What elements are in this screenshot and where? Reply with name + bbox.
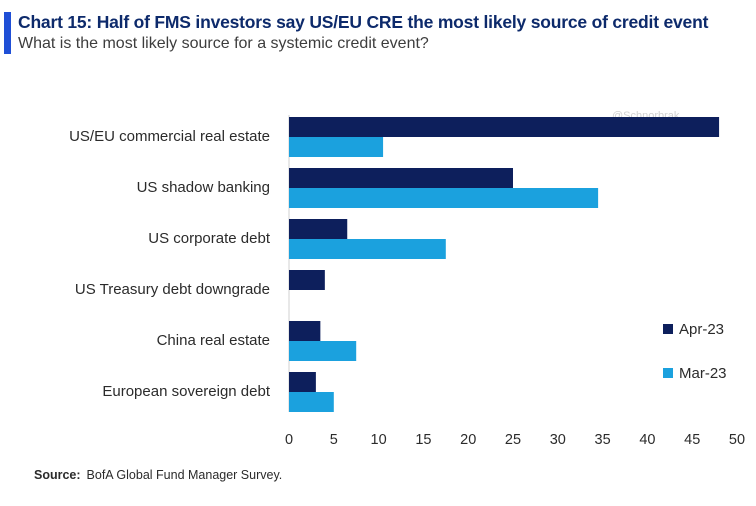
- bar-apr-23: [289, 321, 321, 341]
- chart-subtitle: What is the most likely source for a sys…: [18, 35, 429, 52]
- x-tick-label: 0: [285, 432, 293, 448]
- bar-apr-23: [289, 372, 316, 392]
- bar-mar-23: [289, 392, 334, 412]
- bar-mar-23: [289, 137, 384, 157]
- x-tick-label: 10: [371, 432, 387, 448]
- category-label: US corporate debt: [148, 230, 271, 247]
- bar-apr-23: [289, 270, 325, 290]
- x-tick-label: 35: [595, 432, 611, 448]
- legend-swatch: [663, 324, 673, 334]
- source-label: Source:: [34, 468, 81, 482]
- bar-apr-23: [289, 117, 720, 137]
- bar-mar-23: [289, 188, 599, 208]
- x-tick-label: 40: [639, 432, 655, 448]
- x-tick-label: 30: [550, 432, 566, 448]
- legend-label: Apr-23: [679, 321, 724, 338]
- category-label: US/EU commercial real estate: [69, 128, 270, 145]
- source-text: BofA Global Fund Manager Survey.: [86, 468, 283, 482]
- x-tick-label: 15: [415, 432, 431, 448]
- chart-title: Chart 15: Half of FMS investors say US/E…: [18, 12, 709, 32]
- title-accent-bar: [4, 12, 11, 54]
- category-label: China real estate: [157, 332, 270, 349]
- bar-apr-23: [289, 168, 513, 188]
- legend-label: Mar-23: [679, 365, 727, 382]
- x-tick-label: 5: [330, 432, 338, 448]
- bar-mar-23: [289, 239, 446, 259]
- legend-swatch: [663, 368, 673, 378]
- category-label: European sovereign debt: [102, 383, 270, 400]
- category-label: US shadow banking: [137, 179, 270, 196]
- x-tick-label: 25: [505, 432, 521, 448]
- x-tick-label: 20: [460, 432, 476, 448]
- bar-apr-23: [289, 219, 348, 239]
- x-tick-label: 50: [729, 432, 745, 448]
- bar-mar-23: [289, 341, 357, 361]
- source-note: Source: BofA Global Fund Manager Survey.: [34, 468, 282, 482]
- x-tick-label: 45: [684, 432, 700, 448]
- category-label: US Treasury debt downgrade: [75, 281, 270, 298]
